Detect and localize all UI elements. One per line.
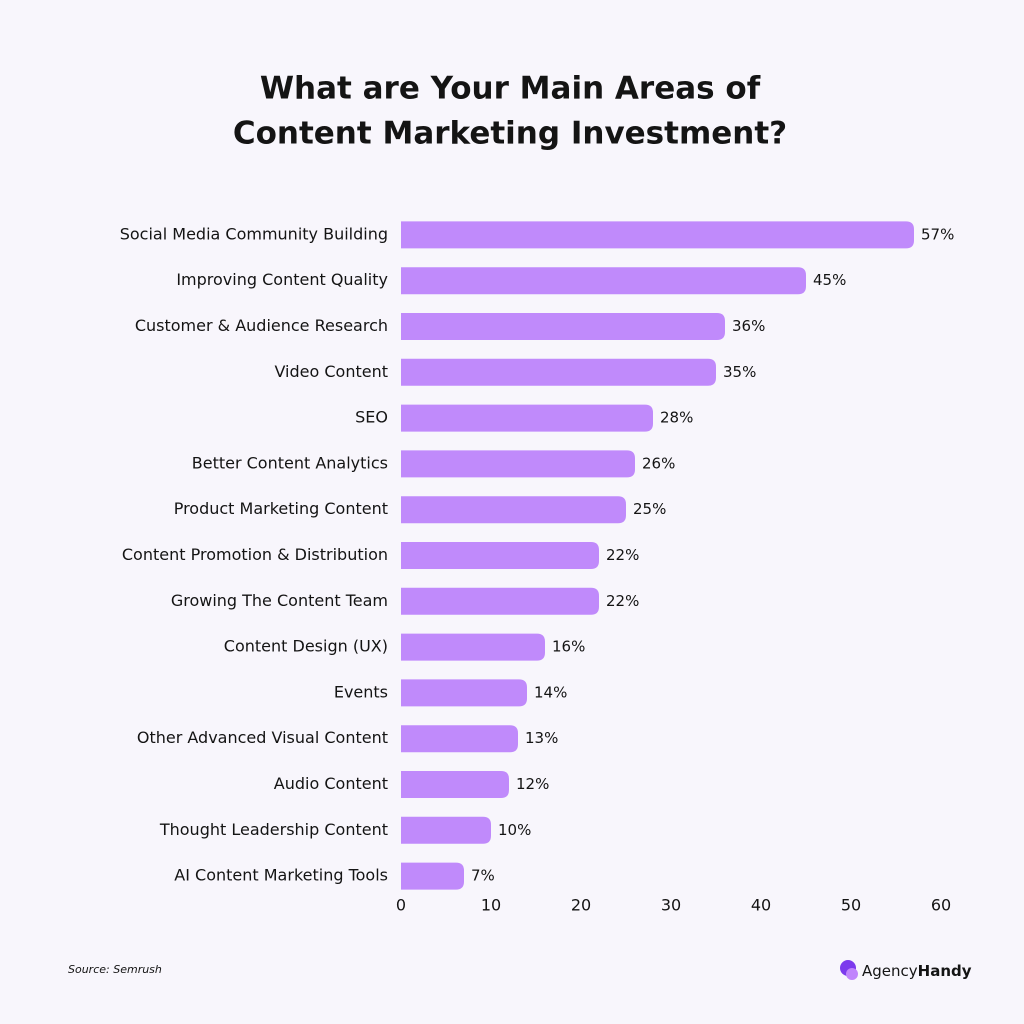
bar — [401, 771, 509, 798]
bar — [401, 633, 545, 661]
value-label: 14% — [534, 683, 567, 701]
y-tick-label: Content Promotion & Distribution — [122, 545, 388, 564]
value-label: 57% — [921, 225, 954, 243]
brand-part: Handy — [918, 962, 972, 980]
y-tick-label: Better Content Analytics — [192, 453, 388, 472]
bar — [401, 313, 725, 340]
bar — [401, 725, 518, 753]
y-tick-label: Thought Leadership Content — [159, 820, 388, 839]
value-label: 22% — [606, 546, 639, 564]
brand-name: AgencyHandy — [862, 962, 972, 980]
bar — [401, 450, 635, 478]
y-tick-label: Improving Content Quality — [176, 270, 388, 289]
bar — [401, 221, 914, 249]
value-label: 45% — [813, 271, 846, 289]
y-tick-label: Audio Content — [274, 774, 388, 793]
brand-logo: AgencyHandy — [840, 960, 972, 980]
x-tick-label: 60 — [931, 896, 951, 915]
value-label: 13% — [525, 729, 558, 747]
value-label: 16% — [552, 638, 585, 656]
value-label: 12% — [516, 775, 549, 793]
logo-icon — [846, 968, 858, 980]
y-tick-label: Customer & Audience Research — [135, 316, 388, 335]
bar — [401, 862, 464, 890]
value-label: 36% — [732, 317, 765, 335]
value-label: 28% — [660, 409, 693, 427]
x-tick-label: 20 — [571, 896, 591, 915]
y-tick-label: SEO — [355, 408, 388, 427]
value-label: 22% — [606, 592, 639, 610]
value-label: 10% — [498, 821, 531, 839]
bar — [401, 679, 527, 707]
bar — [401, 404, 653, 432]
x-tick-label: 0 — [396, 896, 406, 915]
source-note: Source: Semrush — [68, 963, 162, 976]
y-tick-label: Product Marketing Content — [174, 499, 388, 518]
x-tick-label: 10 — [481, 896, 501, 915]
value-label: 26% — [642, 454, 675, 472]
x-tick-label: 40 — [751, 896, 771, 915]
y-tick-label: Social Media Community Building — [120, 224, 388, 243]
value-label: 35% — [723, 363, 756, 381]
y-tick-label: Video Content — [274, 362, 388, 381]
y-tick-label: Events — [334, 682, 388, 701]
y-tick-label: Growing The Content Team — [171, 591, 388, 610]
bar — [401, 358, 716, 386]
chart-title: What are Your Main Areas of — [260, 71, 761, 107]
y-tick-label: AI Content Marketing Tools — [174, 866, 388, 885]
value-label: 25% — [633, 500, 666, 518]
bar — [401, 542, 599, 569]
brand-part: Agency — [862, 962, 918, 980]
bar — [401, 496, 626, 524]
chart-title: Content Marketing Investment? — [233, 116, 787, 152]
y-tick-label: Content Design (UX) — [224, 637, 388, 656]
x-tick-label: 50 — [841, 896, 861, 915]
bar — [401, 816, 491, 844]
value-label: 7% — [471, 867, 495, 885]
bar — [401, 587, 599, 615]
y-tick-label: Other Advanced Visual Content — [137, 728, 388, 747]
bar — [401, 267, 806, 295]
x-tick-label: 30 — [661, 896, 681, 915]
